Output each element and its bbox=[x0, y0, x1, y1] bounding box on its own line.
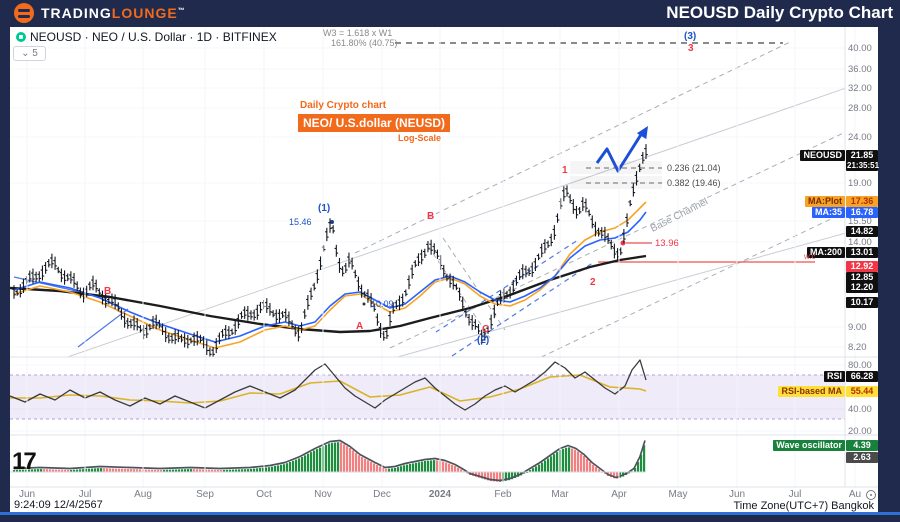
month-tick: Jun bbox=[18, 489, 36, 500]
overlay-label-daily: Daily Crypto chart bbox=[300, 100, 387, 111]
timezone-label[interactable]: Time Zone(UTC+7) Bangkok bbox=[733, 500, 874, 512]
price-value-badge: 66.28 bbox=[846, 371, 878, 382]
price-value-badge: 10.17 bbox=[846, 297, 878, 308]
axis-tick: 14.00 bbox=[848, 237, 872, 248]
brand-name: TRADINGLOUNGE™ bbox=[41, 5, 186, 21]
price-value-badge: 2.63 bbox=[846, 452, 878, 463]
price-value-badge: 14.82 bbox=[846, 226, 878, 237]
indicator-label-badge[interactable]: RSI bbox=[823, 371, 845, 382]
wave-annotation: 10.09 bbox=[371, 299, 394, 309]
price-value-badge: 4.39 bbox=[846, 440, 878, 451]
month-tick: May bbox=[668, 489, 688, 500]
price-value-badge: 55.44 bbox=[846, 386, 878, 397]
month-tick: Jul bbox=[78, 489, 92, 500]
axis-tick: 15.50 bbox=[848, 216, 872, 227]
wave-annotation: (3) bbox=[684, 31, 697, 42]
month-tick: Apr bbox=[611, 489, 627, 500]
gear-icon[interactable] bbox=[866, 490, 876, 500]
overlay-label-logscale: Log-Scale bbox=[398, 133, 442, 143]
bottom-divider bbox=[0, 512, 900, 515]
interval-dropdown[interactable]: ⌄ 5 bbox=[13, 46, 46, 61]
axis-tick: 36.00 bbox=[848, 64, 872, 75]
axis-tick: 19.00 bbox=[848, 178, 872, 189]
month-tick: Mar bbox=[551, 489, 569, 500]
indicator-label-badge[interactable]: MA:200 bbox=[806, 247, 845, 258]
wave-annotation: (2) bbox=[477, 335, 490, 346]
month-tick: Feb bbox=[494, 489, 512, 500]
month-tick: Au bbox=[848, 489, 862, 500]
month-tick: Sep bbox=[196, 489, 214, 500]
indicator-label-badge[interactable]: NEOUSD bbox=[800, 150, 845, 161]
month-tick: Jun bbox=[728, 489, 746, 500]
wave-annotation: W3 = 1.618 x W1 bbox=[323, 28, 393, 38]
indicator-label-badge[interactable]: Wave oscillator bbox=[773, 440, 845, 451]
wave-annotation: 0.236 (21.04) bbox=[667, 163, 721, 173]
wave-annotation: w.c bbox=[804, 252, 816, 261]
wave-annotation: C bbox=[482, 324, 490, 335]
axis-tick: 28.00 bbox=[848, 103, 872, 114]
tradingview-watermark: 17 bbox=[12, 448, 37, 475]
wave-annotation: A bbox=[356, 321, 364, 332]
wave-annotation: B bbox=[427, 211, 435, 222]
wave-annotation: 3 bbox=[688, 43, 694, 54]
axis-tick: 24.00 bbox=[848, 132, 872, 143]
axis-tick: 20.00 bbox=[848, 426, 872, 437]
header-bar bbox=[0, 0, 900, 27]
price-value-badge: 16.78 bbox=[846, 207, 878, 218]
tradinglounge-logo-icon bbox=[14, 3, 34, 23]
indicator-label-badge[interactable]: MA:35 bbox=[811, 207, 845, 218]
wave-annotation: 0.382 (19.46) bbox=[667, 178, 721, 188]
month-tick: Jul bbox=[788, 489, 802, 500]
wave-annotation: 2 bbox=[590, 277, 596, 288]
page-title: NEOUSD Daily Crypto Chart bbox=[666, 3, 893, 22]
month-tick: Nov bbox=[314, 489, 332, 500]
indicator-label-badge[interactable]: RSI-based MA bbox=[778, 386, 845, 397]
price-value-badge: 21.85 21:35:51 bbox=[846, 150, 880, 171]
wave-annotation: 15.46 bbox=[289, 217, 312, 227]
price-value-badge: 13.01 bbox=[846, 247, 878, 258]
overlay-label-pair: NEO/ U.S.dollar (NEUSD) bbox=[298, 114, 451, 132]
axis-tick: 32.00 bbox=[848, 83, 872, 94]
month-tick: 2024 bbox=[428, 489, 452, 500]
clock-datetime: 9:24:09 12/4/2567 bbox=[14, 499, 103, 511]
price-value-badge: 12.20 bbox=[846, 282, 878, 293]
neo-symbol-icon bbox=[16, 32, 26, 42]
brand-lounge: LOUNGE bbox=[111, 5, 178, 21]
axis-tick: 40.00 bbox=[848, 404, 872, 415]
axis-tick: 8.20 bbox=[848, 342, 867, 353]
brand-trading: TRADING bbox=[41, 5, 112, 21]
axis-tick: 9.00 bbox=[848, 322, 867, 333]
brand-tm: ™ bbox=[177, 7, 186, 15]
indicator-label-badge[interactable]: MA:Plot bbox=[805, 196, 845, 207]
axis-tick: 80.00 bbox=[848, 360, 872, 371]
price-value-badge: 12.85 bbox=[846, 272, 878, 283]
axis-tick: 40.00 bbox=[848, 43, 872, 54]
price-value-badge: 12.92 bbox=[846, 261, 878, 272]
price-value-badge: 17.36 bbox=[846, 196, 878, 207]
month-tick: Dec bbox=[373, 489, 391, 500]
wave-annotation: (1) bbox=[318, 203, 331, 214]
symbol-bar[interactable]: NEOUSD · NEO / U.S. Dollar · 1D · BITFIN… bbox=[30, 30, 277, 44]
wave-annotation: 1 bbox=[562, 165, 568, 176]
wave-annotation: B bbox=[104, 286, 112, 297]
month-tick: Oct bbox=[256, 489, 272, 500]
month-tick: Aug bbox=[134, 489, 152, 500]
wave-annotation: 13.96 bbox=[655, 238, 679, 249]
wave-annotation: 161.80% (40.75) bbox=[331, 38, 398, 48]
